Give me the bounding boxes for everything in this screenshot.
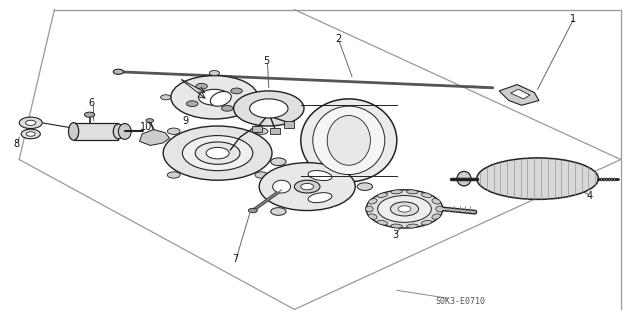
Ellipse shape (68, 122, 79, 140)
Text: 3: 3 (392, 230, 399, 240)
Circle shape (84, 112, 95, 117)
Circle shape (301, 183, 314, 190)
Circle shape (171, 76, 258, 119)
Circle shape (366, 190, 443, 228)
Circle shape (26, 132, 35, 136)
Ellipse shape (369, 199, 377, 204)
Text: 10: 10 (140, 122, 152, 132)
Ellipse shape (477, 158, 598, 199)
Circle shape (234, 91, 304, 126)
Circle shape (198, 89, 230, 105)
Text: 1: 1 (570, 14, 576, 24)
Ellipse shape (327, 115, 371, 165)
Bar (284, 121, 294, 128)
Ellipse shape (432, 214, 440, 219)
Ellipse shape (273, 180, 291, 193)
Ellipse shape (421, 220, 431, 225)
Ellipse shape (391, 190, 403, 194)
Ellipse shape (313, 106, 385, 174)
Circle shape (26, 120, 36, 125)
Circle shape (161, 95, 171, 100)
Circle shape (258, 95, 268, 100)
Polygon shape (499, 85, 539, 105)
Text: 2: 2 (335, 34, 341, 44)
Circle shape (271, 208, 286, 215)
Ellipse shape (369, 214, 377, 219)
Ellipse shape (308, 171, 332, 181)
Ellipse shape (113, 124, 124, 139)
Circle shape (398, 206, 411, 212)
Circle shape (146, 119, 154, 122)
Circle shape (250, 99, 288, 118)
Circle shape (186, 101, 198, 107)
Bar (270, 128, 280, 134)
Circle shape (294, 180, 320, 193)
Ellipse shape (301, 99, 397, 182)
Circle shape (259, 163, 355, 211)
Circle shape (357, 183, 372, 190)
Circle shape (271, 158, 286, 166)
Circle shape (195, 142, 240, 164)
Circle shape (378, 196, 431, 222)
Circle shape (390, 202, 419, 216)
Ellipse shape (457, 171, 471, 186)
Circle shape (231, 88, 243, 94)
Circle shape (221, 106, 233, 111)
Ellipse shape (436, 206, 444, 212)
Circle shape (255, 128, 268, 134)
Circle shape (167, 128, 180, 134)
Ellipse shape (391, 224, 403, 228)
Ellipse shape (378, 220, 388, 225)
Circle shape (196, 83, 207, 89)
Circle shape (167, 172, 180, 178)
Circle shape (182, 136, 253, 171)
Ellipse shape (432, 199, 440, 204)
Text: 9: 9 (182, 115, 189, 126)
Ellipse shape (365, 206, 373, 212)
Text: 4: 4 (587, 191, 593, 201)
Ellipse shape (421, 193, 431, 197)
Circle shape (255, 172, 268, 178)
Text: 6: 6 (88, 98, 95, 108)
Text: 8: 8 (13, 139, 20, 149)
Circle shape (248, 208, 257, 213)
Circle shape (19, 117, 42, 129)
Bar (74, 122, 118, 140)
Circle shape (206, 147, 229, 159)
Bar (252, 126, 262, 132)
Text: S0K3-E0710: S0K3-E0710 (436, 297, 486, 306)
Ellipse shape (406, 224, 418, 228)
Ellipse shape (211, 92, 231, 106)
Circle shape (21, 129, 40, 139)
Ellipse shape (118, 123, 131, 139)
Ellipse shape (308, 193, 332, 203)
Text: 5: 5 (263, 56, 269, 66)
Circle shape (209, 70, 220, 76)
Text: 7: 7 (232, 254, 239, 264)
Circle shape (163, 126, 272, 180)
Circle shape (113, 69, 124, 74)
Polygon shape (140, 130, 170, 145)
Polygon shape (511, 89, 530, 99)
Ellipse shape (406, 190, 418, 194)
Ellipse shape (378, 193, 388, 197)
